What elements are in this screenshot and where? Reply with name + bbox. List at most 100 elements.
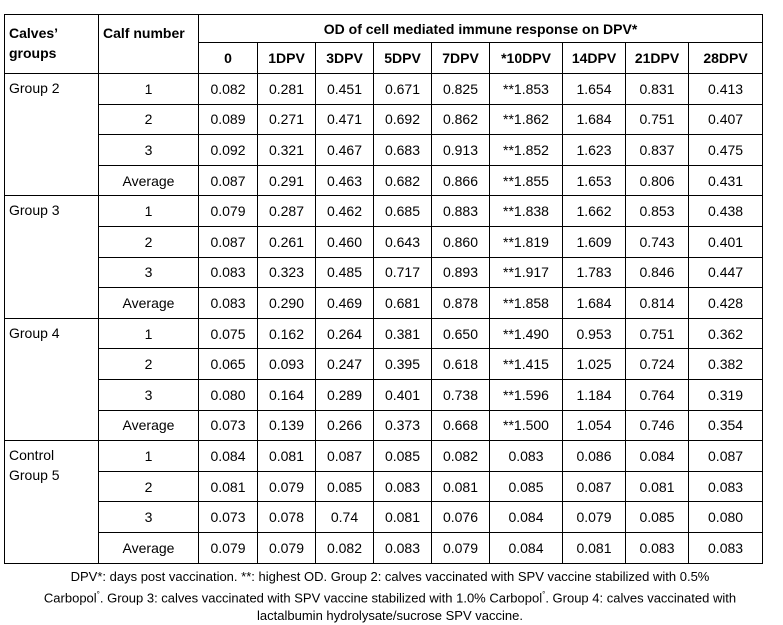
od-value: 0.401 xyxy=(687,225,764,258)
od-value: 0.083 xyxy=(373,470,432,503)
od-value: 0.261 xyxy=(257,225,316,258)
od-value: 0.084 xyxy=(198,440,258,472)
od-value: 0.846 xyxy=(625,256,689,289)
column-header: 0 xyxy=(198,42,258,74)
calf-number: 2 xyxy=(98,103,199,136)
od-value: 0.382 xyxy=(687,348,764,380)
calf-number: Average xyxy=(98,531,199,564)
od-value: 0.084 xyxy=(489,531,563,564)
od-table: Calves’ groups Calf number OD of cell me… xyxy=(4,14,764,564)
od-value: 0.081 xyxy=(373,501,432,533)
od-value: 0.401 xyxy=(373,378,432,411)
od-value: **1.596 xyxy=(489,378,563,411)
od-value: 0.087 xyxy=(687,440,764,472)
od-value: 0.462 xyxy=(315,195,374,227)
footnote-text: . Group 4: calves vaccinated with lactal… xyxy=(257,590,737,624)
od-value: 1.025 xyxy=(562,348,626,380)
table-row: 2 0.065 0.093 0.247 0.395 0.618 **1.415 1.025 0.… xyxy=(5,348,764,380)
od-value: 0.087 xyxy=(315,440,374,472)
od-value: 0.083 xyxy=(198,287,258,319)
od-value: 0.087 xyxy=(562,470,626,503)
table-row: 3 0.073 0.078 0.74 0.081 0.076 0.084 0.079 0.085… xyxy=(5,501,764,533)
od-value: **1.415 xyxy=(489,348,563,380)
od-value: 0.065 xyxy=(198,348,258,380)
od-value: 0.079 xyxy=(198,531,258,564)
column-header: *10DPV xyxy=(489,42,563,74)
od-value: 1.783 xyxy=(562,256,626,289)
od-value: 0.428 xyxy=(687,287,764,319)
od-value: 0.431 xyxy=(687,164,764,197)
od-value: 0.139 xyxy=(257,409,316,442)
calf-col-header: Calf number xyxy=(98,14,199,74)
od-value: 0.395 xyxy=(373,348,432,380)
od-value: 0.373 xyxy=(373,409,432,442)
od-value: **1.853 xyxy=(489,73,563,105)
od-value: 0.073 xyxy=(198,409,258,442)
od-value: 0.079 xyxy=(562,501,626,533)
od-value: 0.460 xyxy=(315,225,374,258)
od-value: 0.323 xyxy=(257,256,316,289)
table-row: Group 4 1 0.075 0.162 0.264 0.381 0.650 **1.490… xyxy=(4,317,764,442)
od-value: 0.092 xyxy=(198,134,258,166)
od-value: 0.093 xyxy=(257,348,316,380)
footnote-mark: ° xyxy=(542,590,546,599)
od-value: 0.668 xyxy=(431,409,490,442)
column-header: 14DPV xyxy=(562,42,626,74)
od-value: 1.054 xyxy=(562,409,626,442)
od-value: 0.814 xyxy=(625,287,689,319)
column-header: 7DPV xyxy=(431,42,490,74)
od-value: 0.837 xyxy=(625,134,689,166)
od-value: 0.485 xyxy=(315,256,374,289)
table-row: Average 0.079 0.079 0.082 0.083 0.079 0.084 0.0… xyxy=(5,531,764,564)
group-col-header: Calves’ groups xyxy=(4,14,99,74)
calf-number: 2 xyxy=(98,470,199,503)
table-row: 3 0.080 0.164 0.289 0.401 0.738 **1.596 1.184 0.… xyxy=(5,378,764,411)
calf-number: 1 xyxy=(98,440,199,472)
od-value: 0.413 xyxy=(687,73,764,105)
calf-number: Average xyxy=(98,409,199,442)
calf-number: 1 xyxy=(98,317,199,350)
od-value: 0.743 xyxy=(625,225,689,258)
od-value: 1.653 xyxy=(562,164,626,197)
od-value: **1.819 xyxy=(489,225,563,258)
od-value: 0.080 xyxy=(198,378,258,411)
od-value: 0.321 xyxy=(257,134,316,166)
od-value: 0.073 xyxy=(198,501,258,533)
group-name: Group 3 xyxy=(4,195,99,319)
od-value: 0.913 xyxy=(431,134,490,166)
od-value: 0.162 xyxy=(257,317,316,350)
od-value: 0.74 xyxy=(315,501,374,533)
od-value: 0.289 xyxy=(315,378,374,411)
od-value: 0.806 xyxy=(625,164,689,197)
od-value: 0.866 xyxy=(431,164,490,197)
od-value: 0.683 xyxy=(373,134,432,166)
calf-number: 2 xyxy=(98,225,199,258)
od-value: 0.083 xyxy=(198,256,258,289)
od-value: 0.083 xyxy=(625,531,689,564)
od-value: 0.469 xyxy=(315,287,374,319)
od-value: 1.662 xyxy=(562,195,626,227)
od-value: **1.855 xyxy=(489,164,563,197)
od-value: 0.643 xyxy=(373,225,432,258)
od-value: 0.738 xyxy=(431,378,490,411)
od-value: 0.087 xyxy=(198,225,258,258)
table-row: Group 3 1 0.079 0.287 0.462 0.685 0.883 **1.838… xyxy=(4,195,764,319)
calf-number: Average xyxy=(98,287,199,319)
od-value: 0.266 xyxy=(315,409,374,442)
od-value: 0.086 xyxy=(562,440,626,472)
column-header: 3DPV xyxy=(315,42,374,74)
od-value: 0.083 xyxy=(373,531,432,564)
table-row: Group 2 1 0.082 0.281 0.451 0.671 0.825 **1.853… xyxy=(4,72,764,197)
od-value: 0.354 xyxy=(687,409,764,442)
table-row: 2 0.087 0.261 0.460 0.643 0.860 **1.819 1.609 0.… xyxy=(5,225,764,258)
od-value: 0.089 xyxy=(198,103,258,136)
table-title: OD of cell mediated immune response on D… xyxy=(197,14,764,43)
group-name: Group 4 xyxy=(4,317,99,442)
calf-number: 3 xyxy=(98,501,199,533)
od-value: 0.764 xyxy=(625,378,689,411)
od-value: 0.164 xyxy=(257,378,316,411)
od-value: 0.471 xyxy=(315,103,374,136)
table-row: 2 0.089 0.271 0.471 0.692 0.862 **1.862 1.684 0.… xyxy=(5,103,764,136)
od-value: 0.825 xyxy=(431,73,490,105)
group-name: Control Group 5 xyxy=(4,440,99,564)
